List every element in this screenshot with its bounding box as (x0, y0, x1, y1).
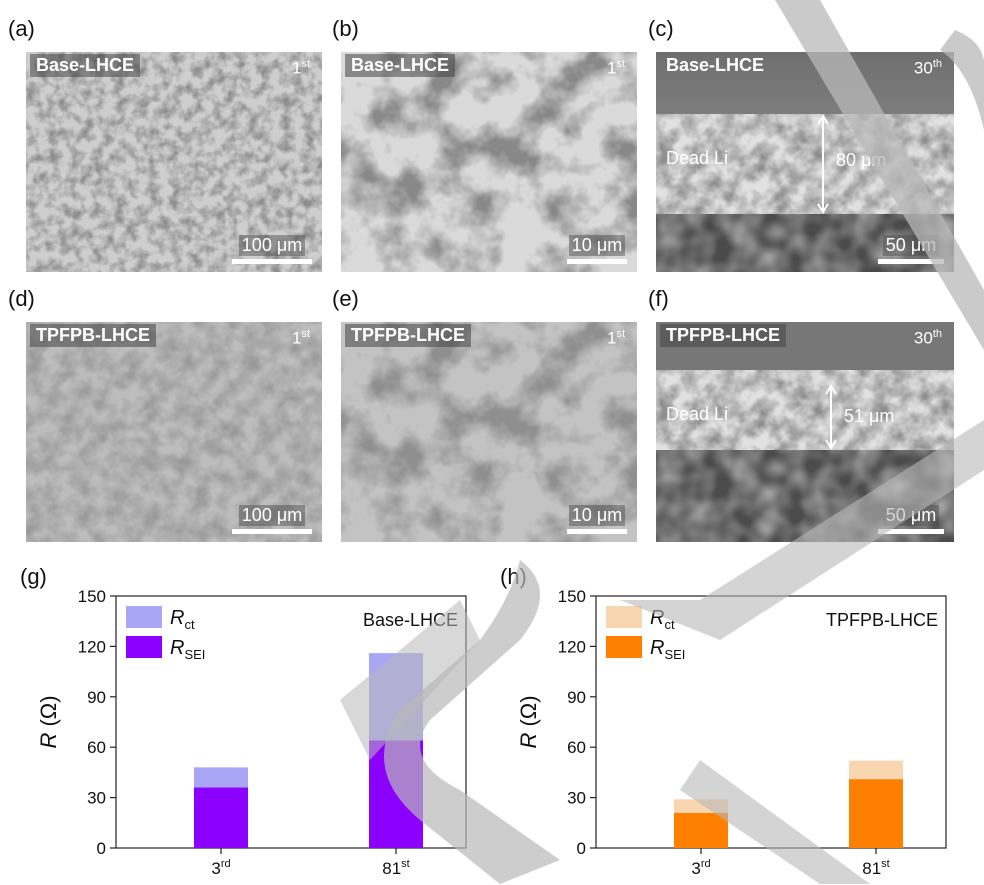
y-tick-label: 120 (558, 637, 586, 656)
dead-li-label-c: Dead Li (666, 148, 729, 168)
cycle-label-b: 1st (606, 58, 625, 78)
x-tick-label: 81st (862, 858, 889, 878)
panel-label-e: (e) (332, 286, 359, 311)
bar-r-ct (849, 760, 903, 780)
y-axis-label: R (Ω) (516, 695, 541, 748)
electrolyte-tag-c: Base-LHCE (666, 55, 765, 75)
y-tick-label: 0 (577, 839, 586, 858)
scale-bar-d: 100 μm (232, 505, 312, 534)
y-tick-label: 60 (87, 738, 106, 757)
cycle-label-c: 30th (913, 58, 942, 78)
scale-bar-c: 50 μm (878, 235, 944, 264)
bar-r-ct (674, 799, 728, 813)
chart-g: 0 30 60 90 120 150 R (Ω) 3rd 81st Rct RSEI Base-LHC… (30, 580, 490, 880)
panel-label-a: (a) (8, 16, 35, 41)
legend-swatch (606, 636, 642, 658)
y-tick-label: 150 (78, 587, 106, 606)
chart-g-svg: 0 30 60 90 120 150 R (Ω) 3rd 81st Rct RSEI Base-LHC… (36, 587, 467, 878)
legend-label: RSEI (170, 637, 205, 662)
thickness-label-c: 80 μm (836, 150, 887, 170)
panel-label-b: (b) (332, 16, 359, 41)
sem-texture-a (26, 52, 322, 272)
legend-label: RSEI (650, 637, 685, 662)
y-tick-label: 150 (558, 587, 586, 606)
legend-swatch (606, 606, 642, 628)
x-tick-label: 3rd (691, 858, 710, 878)
y-tick-label: 0 (97, 839, 106, 858)
legend-label: Rct (650, 607, 675, 632)
bar-r-sei (849, 779, 903, 848)
legend-swatch (126, 606, 162, 628)
y-tick-label: 120 (78, 637, 106, 656)
y-tick-label: 30 (87, 789, 106, 808)
bar-r-sei (194, 787, 248, 848)
sem-image-b: Base-LHCE 1st 10 μm (341, 52, 637, 272)
sem-texture-d (26, 322, 322, 542)
chart-title: TPFPB-LHCE (826, 610, 938, 630)
sem-image-f: TPFPB-LHCE 30th Dead Li 51 μm 50 μm (656, 322, 954, 542)
bar-r-sei (369, 740, 423, 848)
cycle-label-f: 30th (913, 328, 942, 348)
chart-h: 0 30 60 90 120 150 R (Ω) 3rd 81st Rct RSEI TPFPB-LH… (510, 580, 970, 880)
y-axis-label: R (Ω) (36, 695, 61, 748)
sem-image-d: TPFPB-LHCE 1st 100 μm (26, 322, 322, 542)
bar-r-ct (369, 653, 423, 741)
sem-texture-b (341, 52, 637, 272)
thickness-arrow-f (825, 384, 837, 450)
cycle-label-e: 1st (606, 328, 625, 348)
sem-image-c: Base-LHCE 30th Dead Li 80 μm 50 μm (656, 52, 954, 272)
scale-bar-a: 100 μm (232, 235, 312, 264)
thickness-label-f: 51 μm (844, 406, 895, 426)
legend-swatch (126, 636, 162, 658)
electrolyte-tag-e: TPFPB-LHCE (345, 324, 471, 347)
chart-title: Base-LHCE (363, 610, 458, 630)
panel-label-d: (d) (8, 286, 35, 311)
chart-h-svg: 0 30 60 90 120 150 R (Ω) 3rd 81st Rct RSEI TPFPB-LH… (516, 587, 947, 878)
panel-label-c: (c) (648, 16, 674, 41)
thickness-arrow-c (817, 114, 829, 214)
dead-li-label-f: Dead Li (666, 404, 729, 424)
scale-bar-e: 10 μm (567, 505, 627, 534)
scale-bar-f: 50 μm (878, 505, 944, 534)
sem-image-a: Base-LHCE 1st 100 μm (26, 52, 322, 272)
panel-label-f: (f) (648, 286, 669, 311)
electrolyte-tag-a: Base-LHCE (30, 54, 141, 77)
panel-label-g: (g) (20, 564, 47, 589)
cycle-label-d: 1st (291, 328, 310, 348)
electrolyte-tag-b: Base-LHCE (345, 54, 456, 77)
y-tick-label: 30 (567, 789, 586, 808)
bar-r-ct (194, 767, 248, 788)
bar-r-sei (674, 812, 728, 848)
electrolyte-tag-d: TPFPB-LHCE (30, 324, 156, 347)
x-tick-label: 3rd (211, 858, 230, 878)
y-tick-label: 90 (567, 688, 586, 707)
cycle-label-a: 1st (291, 58, 310, 78)
sem-texture-e (341, 322, 637, 542)
scale-bar-b: 10 μm (567, 235, 627, 264)
y-tick-label: 90 (87, 688, 106, 707)
legend-label: Rct (170, 607, 195, 632)
electrolyte-tag-f: TPFPB-LHCE (660, 324, 786, 347)
y-tick-label: 60 (567, 738, 586, 757)
x-tick-label: 81st (382, 858, 409, 878)
sem-image-e: TPFPB-LHCE 1st 10 μm (341, 322, 637, 542)
